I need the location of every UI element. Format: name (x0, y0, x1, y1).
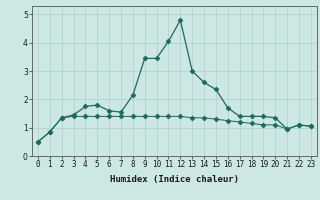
X-axis label: Humidex (Indice chaleur): Humidex (Indice chaleur) (110, 175, 239, 184)
